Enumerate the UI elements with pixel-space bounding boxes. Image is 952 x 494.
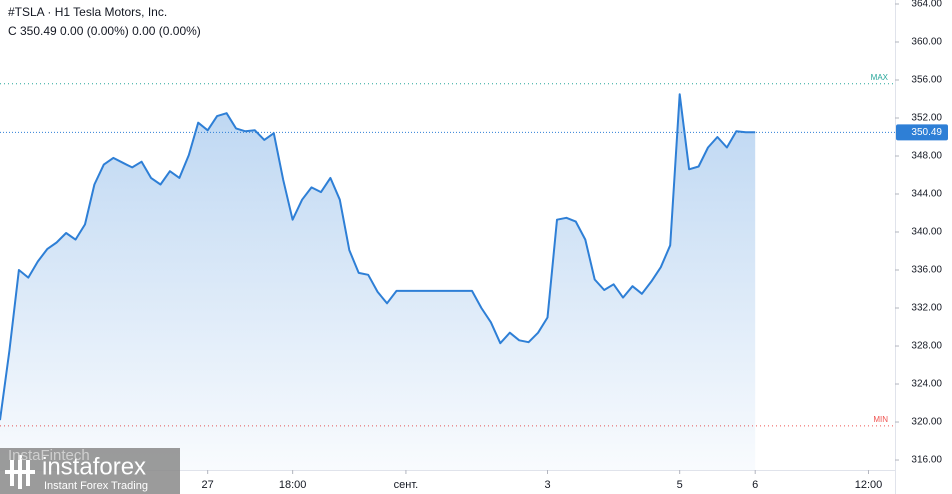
y-tick-label: 332.00 (911, 303, 942, 314)
x-tick-label: сент. (394, 479, 419, 491)
watermark-brand: InstaFintech (8, 447, 90, 464)
x-tick-label: 6 (752, 479, 758, 491)
x-tick-label: 27 (202, 479, 214, 491)
logo-text: instaforex (42, 453, 146, 480)
x-tick-label: 18:00 (279, 479, 307, 491)
y-tick-label: 324.00 (911, 379, 942, 390)
chart-title: #TSLA · H1 Tesla Motors, Inc. (8, 5, 167, 19)
last-price-box (896, 124, 948, 141)
price-line (0, 93, 756, 421)
y-tick-label: 356.00 (911, 75, 942, 86)
last-price-label: 350.49 (911, 127, 942, 138)
y-tick-label: 344.00 (911, 189, 942, 200)
y-tick-label: 328.00 (911, 341, 942, 352)
chart-subtitle: C 350.49 0.00 (0.00%) 0.00 (0.00%) (8, 24, 201, 38)
min-line-label: MIN (873, 415, 888, 424)
y-tick-label: 352.00 (911, 113, 942, 124)
y-tick-label: 348.00 (911, 151, 942, 162)
y-tick-label: 316.00 (911, 455, 942, 466)
area-fill (0, 94, 756, 470)
y-tick-label: 360.00 (911, 37, 942, 48)
y-tick-label: 364.00 (911, 0, 942, 10)
max-line-label: MAX (871, 73, 889, 82)
logo-icon (5, 455, 35, 489)
logo: InstaFintech instaforex Instant Forex Tr… (0, 447, 180, 494)
y-tick-label: 336.00 (911, 265, 942, 276)
plot (0, 83, 895, 470)
x-tick-label: 3 (544, 479, 550, 491)
y-tick-label: 340.00 (911, 227, 942, 238)
x-tick-label: 5 (677, 479, 683, 491)
x-tick-label: 12:00 (855, 479, 883, 491)
logo-tagline: Instant Forex Trading (44, 480, 148, 492)
y-tick-label: 320.00 (911, 417, 942, 428)
